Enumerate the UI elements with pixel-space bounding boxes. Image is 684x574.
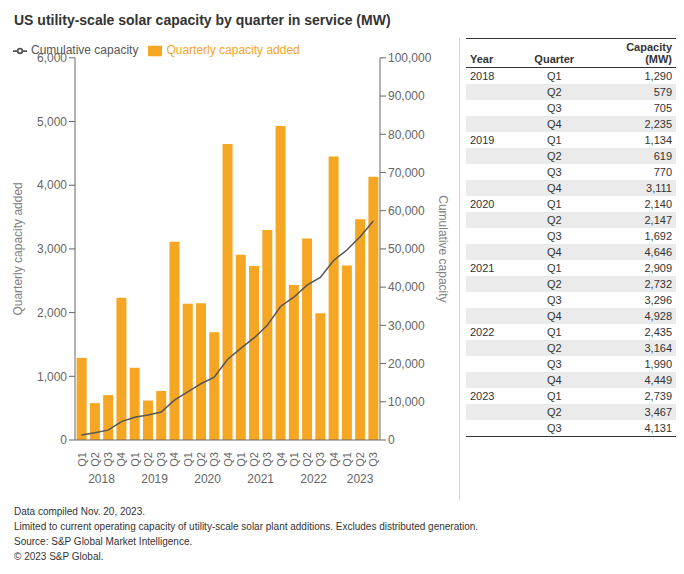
svg-text:0: 0: [60, 433, 67, 447]
svg-text:1,000: 1,000: [37, 370, 67, 384]
svg-text:Q3: Q3: [367, 452, 379, 467]
svg-text:2023: 2023: [347, 472, 374, 486]
svg-text:Q2: Q2: [354, 452, 366, 467]
svg-text:Q3: Q3: [314, 452, 326, 467]
svg-text:Q1: Q1: [76, 452, 88, 467]
svg-text:Q4: Q4: [328, 452, 340, 467]
svg-text:20,000: 20,000: [388, 357, 425, 371]
svg-text:Q4: Q4: [275, 452, 287, 467]
svg-text:2020: 2020: [194, 472, 221, 486]
svg-text:70,000: 70,000: [388, 166, 425, 180]
svg-text:Q1: Q1: [341, 452, 353, 467]
svg-text:30,000: 30,000: [388, 319, 425, 333]
svg-text:2021: 2021: [247, 472, 274, 486]
svg-text:Q3: Q3: [261, 452, 273, 467]
svg-text:0: 0: [388, 433, 395, 447]
svg-text:Q4: Q4: [168, 452, 180, 467]
svg-text:Q1: Q1: [182, 452, 194, 467]
svg-text:50,000: 50,000: [388, 242, 425, 256]
svg-text:10,000: 10,000: [388, 395, 425, 409]
svg-text:100,000: 100,000: [388, 51, 432, 65]
svg-text:40,000: 40,000: [388, 280, 425, 294]
svg-text:Q1: Q1: [288, 452, 300, 467]
svg-text:Cumulative capacity: Cumulative capacity: [436, 195, 450, 302]
svg-text:4,000: 4,000: [37, 178, 67, 192]
svg-text:Quarterly capacity added: Quarterly capacity added: [11, 182, 25, 315]
svg-text:Q2: Q2: [142, 452, 154, 467]
svg-text:3,000: 3,000: [37, 242, 67, 256]
svg-text:Q1: Q1: [235, 452, 247, 467]
svg-text:Q2: Q2: [195, 452, 207, 467]
svg-text:90,000: 90,000: [388, 89, 425, 103]
svg-text:2019: 2019: [141, 472, 168, 486]
svg-text:Q4: Q4: [222, 452, 234, 467]
svg-text:Q2: Q2: [248, 452, 260, 467]
svg-text:2022: 2022: [300, 472, 327, 486]
svg-text:Q2: Q2: [89, 452, 101, 467]
svg-text:Q1: Q1: [129, 452, 141, 467]
svg-text:Q3: Q3: [208, 452, 220, 467]
svg-text:6,000: 6,000: [37, 51, 67, 65]
svg-text:5,000: 5,000: [37, 115, 67, 129]
svg-text:Q4: Q4: [115, 452, 127, 467]
svg-text:2018: 2018: [88, 472, 115, 486]
svg-text:60,000: 60,000: [388, 204, 425, 218]
svg-text:Q2: Q2: [301, 452, 313, 467]
svg-text:80,000: 80,000: [388, 128, 425, 142]
svg-text:2,000: 2,000: [37, 306, 67, 320]
svg-text:Q3: Q3: [155, 452, 167, 467]
svg-text:Q3: Q3: [102, 452, 114, 467]
